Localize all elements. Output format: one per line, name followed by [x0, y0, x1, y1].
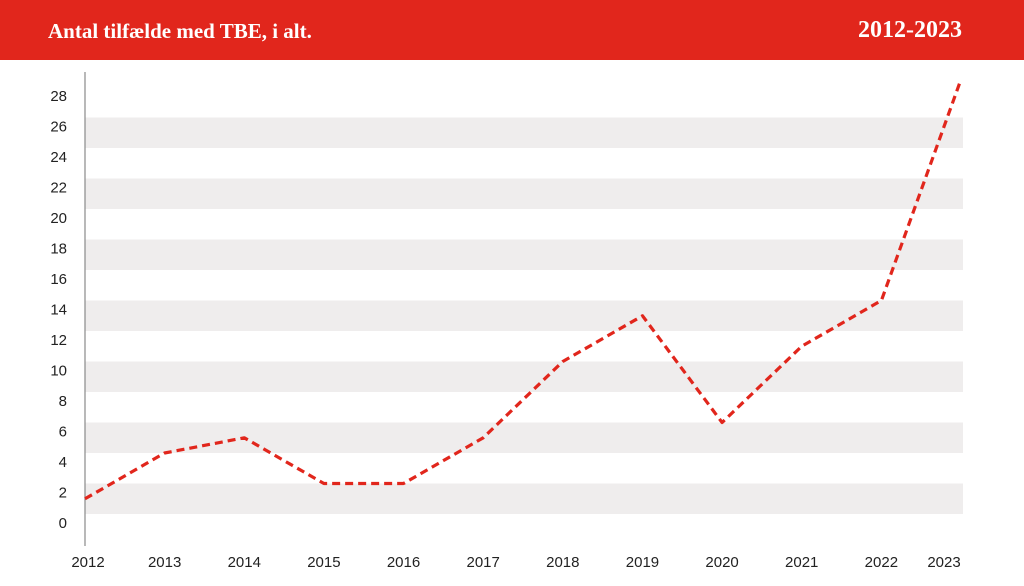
x-tick-label: 2014 — [228, 554, 261, 571]
chart-title: Antal tilfælde med TBE, i alt. — [48, 19, 312, 43]
x-tick-label: 2016 — [387, 554, 420, 571]
grid-band — [85, 483, 963, 514]
x-tick-label: 2021 — [785, 554, 818, 571]
y-tick-label: 10 — [50, 363, 67, 380]
grid-band — [85, 300, 963, 331]
x-tick-labels: 2012 2013 2014 2015 2016 2017 2018 2019 2020 2021… — [71, 554, 960, 571]
y-tick-label: 8 — [59, 393, 67, 410]
y-tick-label: 14 — [50, 302, 67, 319]
x-tick-label: 2019 — [626, 554, 659, 571]
y-tick-label: 12 — [50, 332, 67, 349]
y-tick-label: 2 — [59, 485, 67, 502]
background-bands — [85, 117, 963, 514]
y-tick-label: 16 — [50, 271, 67, 288]
y-tick-label: 0 — [59, 515, 67, 532]
y-tick-label: 24 — [50, 149, 67, 166]
x-tick-label: 2015 — [307, 554, 340, 571]
series-line — [84, 78, 963, 501]
y-tick-label: 28 — [50, 88, 67, 105]
y-tick-label: 20 — [50, 210, 67, 227]
x-tick-label: 2023 — [927, 554, 960, 571]
y-tick-label: 6 — [59, 424, 67, 441]
grid-band — [85, 422, 963, 453]
x-tick-label: 2022 — [865, 554, 898, 571]
y-tick-label: 26 — [50, 119, 67, 136]
x-tick-label: 2018 — [546, 554, 579, 571]
grid-band — [85, 178, 963, 209]
grid-band — [85, 239, 963, 270]
grid-band — [85, 361, 963, 392]
x-tick-label: 2012 — [71, 554, 104, 571]
x-tick-label: 2020 — [705, 554, 738, 571]
grid-band — [85, 117, 963, 148]
x-tick-label: 2017 — [466, 554, 499, 571]
chart-header: Antal tilfælde med TBE, i alt. 2012-2023 — [0, 0, 1024, 60]
chart-period: 2012-2023 — [858, 17, 962, 43]
y-tick-label: 4 — [59, 454, 67, 471]
y-tick-label: 18 — [50, 241, 67, 258]
y-tick-label: 22 — [50, 180, 67, 197]
x-tick-label: 2013 — [148, 554, 181, 571]
